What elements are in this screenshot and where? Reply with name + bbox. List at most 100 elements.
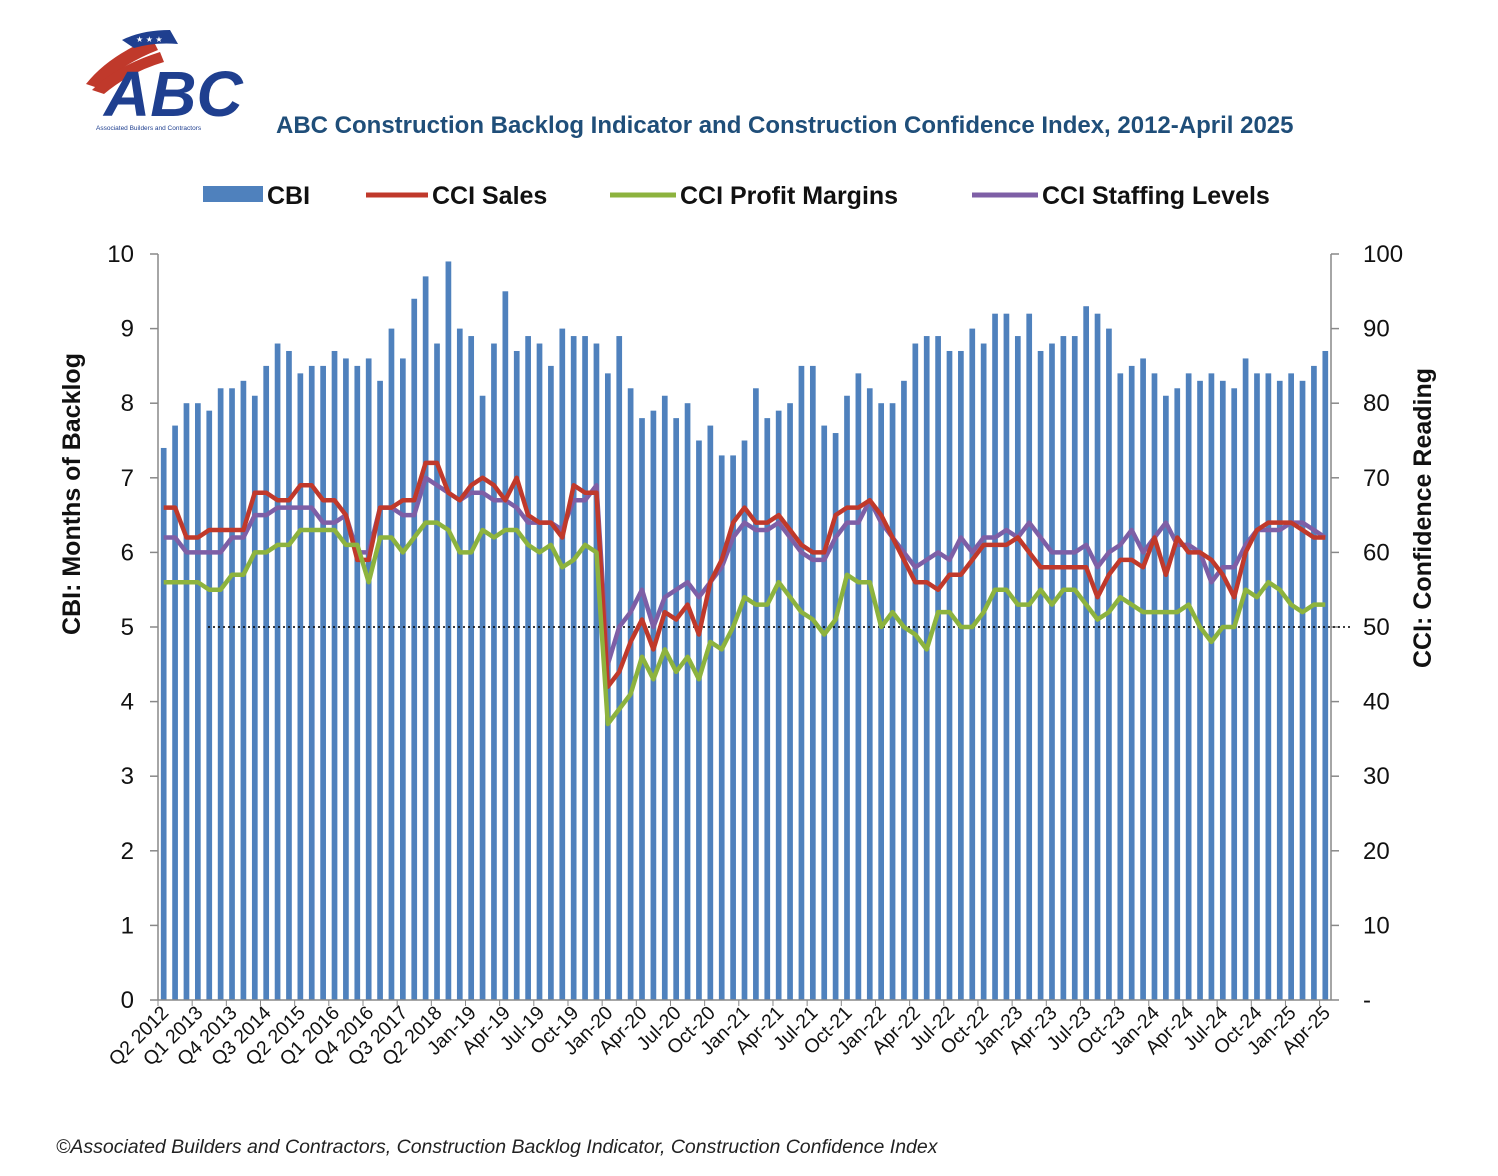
cbi-bar <box>479 395 486 1000</box>
cci-sales-line <box>163 460 1326 689</box>
cbi-bar <box>400 358 406 1000</box>
cbi-bar <box>1322 350 1329 1001</box>
cbi-bar <box>1163 395 1169 1000</box>
cbi-bar <box>240 380 247 1000</box>
cbi-bar <box>1037 350 1044 1001</box>
cbi-bar <box>901 380 907 1000</box>
cbi-bar <box>639 418 645 1000</box>
y2-tick-label: 100 <box>1363 241 1403 268</box>
cbi-bar <box>673 418 680 1000</box>
cbi-bar <box>229 388 235 1000</box>
cbi-bar <box>718 455 725 1000</box>
cbi-bar <box>844 395 850 1000</box>
y-tick-label: 0 <box>121 987 134 1014</box>
cbi-bar <box>1049 343 1055 1000</box>
svg-text:★ ★ ★: ★ ★ ★ <box>136 35 163 44</box>
cbi-bar <box>445 261 452 1001</box>
axes: 0 1 2 3 4 5 6 7 8 9 10 - 10 20 30 40 50 60 70 80 90 100 <box>107 241 1403 1014</box>
cbi-bar <box>1185 373 1192 1000</box>
cbi-bar <box>1094 313 1101 1000</box>
cbi-bar <box>343 358 349 1000</box>
cbi-bar <box>1106 328 1112 1001</box>
y-tick-label: 3 <box>121 763 134 790</box>
y2-tick-label: 10 <box>1363 912 1390 939</box>
y-tick-label: 8 <box>121 390 134 417</box>
cbi-bar <box>308 365 315 1000</box>
cbi-bars <box>160 261 1329 1001</box>
legend-cci-sales-label: CCI Sales <box>432 182 547 210</box>
cbi-bar <box>183 403 190 1000</box>
cbi-bar <box>525 336 531 1000</box>
cbi-bar <box>422 276 429 1000</box>
cbi-bar <box>365 358 372 1000</box>
y2-tick-label: 70 <box>1363 465 1390 492</box>
cbi-bar <box>286 350 292 1001</box>
legend: CBI CCI Sales CCI Profit Margins CCI Staffi… <box>203 182 1270 210</box>
cbi-bar <box>411 298 418 1000</box>
cbi-bar <box>1140 358 1146 1000</box>
logo-stripe-red2-icon <box>92 52 164 94</box>
y2-tick-label: 90 <box>1363 316 1390 343</box>
footer-source: ©Associated Builders and Contractors, Co… <box>56 1136 938 1158</box>
cbi-bar <box>1151 373 1158 1000</box>
cbi-bar <box>297 373 304 1000</box>
cbi-bar <box>1208 373 1215 1000</box>
cbi-bar <box>912 343 919 1000</box>
cbi-bar <box>1014 336 1021 1000</box>
y-tick-label: 5 <box>121 614 134 641</box>
cbi-bar <box>274 343 281 1000</box>
cbi-bar <box>217 388 224 1000</box>
cbi-bar <box>331 350 338 1001</box>
y2-tick-label: 40 <box>1363 689 1390 716</box>
legend-cci-staffing-levels-label: CCI Staffing Levels <box>1042 182 1270 210</box>
cbi-bar <box>650 410 657 1000</box>
cbi-bar <box>1071 336 1078 1000</box>
cbi-bar <box>741 440 748 1000</box>
cbi-bar <box>684 403 691 1000</box>
cbi-bar <box>1276 380 1283 1000</box>
y-tick-label: 1 <box>121 912 134 939</box>
cbi-bar <box>195 403 201 1000</box>
abc-logo: ★ ★ ★ ABC Associated Builders and Contra… <box>86 30 243 132</box>
cbi-bar <box>548 365 554 1000</box>
cbi-bar <box>468 336 475 1000</box>
y2-tick-label: - <box>1363 987 1371 1014</box>
cbi-bar <box>1174 388 1181 1000</box>
y-tick-label: 9 <box>121 316 134 343</box>
y2-tick-label: 30 <box>1363 763 1390 790</box>
cbi-bar <box>456 328 463 1001</box>
cbi-bar <box>1117 373 1124 1000</box>
cbi-bar <box>593 343 600 1000</box>
cbi-bar <box>206 410 213 1000</box>
logo-subtext: Associated Builders and Contractors <box>96 125 202 132</box>
cbi-bar <box>1299 380 1306 1000</box>
y2-tick-label: 80 <box>1363 390 1390 417</box>
cbi-bar <box>821 425 828 1001</box>
cbi-bar <box>696 440 702 1000</box>
cbi-bar <box>1197 380 1203 1000</box>
cbi-bar <box>502 291 509 1000</box>
cbi-bar <box>946 350 953 1001</box>
cbi-bar <box>1128 365 1135 1000</box>
y2-axis-title: CCI: Confidence Reading <box>1409 368 1437 668</box>
cbi-bar <box>1311 365 1317 1000</box>
cbi-bar <box>1003 313 1010 1000</box>
cbi-bar <box>1288 373 1294 1000</box>
cbi-bar <box>707 425 714 1001</box>
cbi-bar <box>832 433 839 1000</box>
cbi-bar <box>320 365 326 1000</box>
cbi-bar <box>980 343 987 1000</box>
cbi-bar <box>1242 358 1249 1000</box>
cbi-bar <box>434 343 440 1000</box>
cbi-bar <box>753 388 759 1000</box>
cbi-bar <box>809 365 816 1000</box>
cbi-bar <box>866 388 873 1000</box>
cbi-bar <box>1219 380 1226 1000</box>
logo-star-field-icon <box>122 30 178 48</box>
cbi-bar <box>969 328 976 1001</box>
cbi-bar <box>559 328 566 1001</box>
cbi-bar <box>536 343 543 1000</box>
cbi-bar <box>377 380 383 1000</box>
